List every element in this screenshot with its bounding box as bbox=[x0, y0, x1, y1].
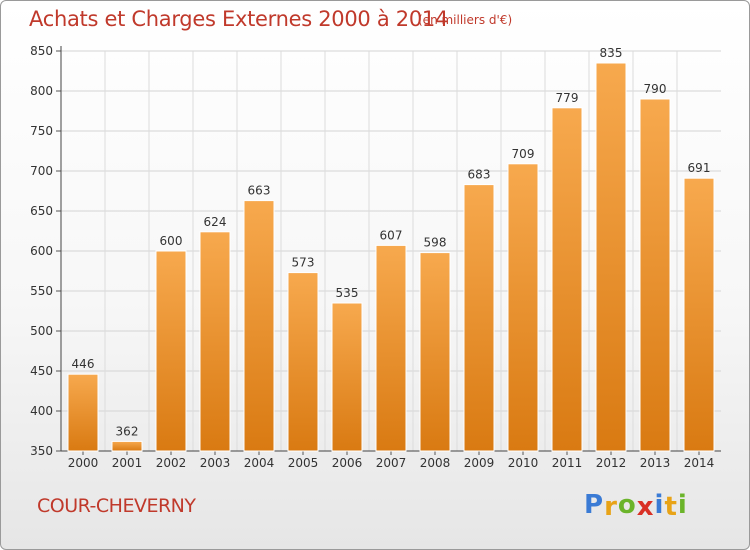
bar-value-label: 600 bbox=[160, 234, 183, 248]
bar bbox=[595, 62, 627, 452]
bar-value-label: 663 bbox=[248, 184, 271, 198]
bar bbox=[551, 107, 583, 452]
logo-letter: o bbox=[617, 490, 637, 520]
x-tick-label: 2009 bbox=[464, 456, 495, 470]
y-tick-label: 700 bbox=[30, 164, 53, 178]
y-tick-label: 550 bbox=[30, 284, 53, 298]
bar bbox=[243, 200, 275, 452]
bar-value-label: 709 bbox=[512, 147, 535, 161]
bar-value-label: 835 bbox=[600, 46, 623, 60]
chart-unit-label: (en milliers d'€) bbox=[418, 13, 513, 27]
logo-letter: P bbox=[584, 490, 605, 520]
bar bbox=[507, 163, 539, 452]
x-tick-label: 2002 bbox=[156, 456, 187, 470]
x-tick-label: 2006 bbox=[332, 456, 363, 470]
y-tick-label: 750 bbox=[30, 124, 53, 138]
bar bbox=[287, 272, 319, 452]
logo-letter: i bbox=[654, 490, 665, 520]
x-tick-label: 2000 bbox=[68, 456, 99, 470]
bar-value-label: 779 bbox=[556, 91, 579, 105]
y-tick-label: 450 bbox=[30, 364, 53, 378]
y-tick-label: 850 bbox=[30, 44, 53, 58]
bar-value-label: 624 bbox=[204, 215, 227, 229]
bar-value-label: 362 bbox=[116, 424, 139, 438]
x-tick-label: 2003 bbox=[200, 456, 231, 470]
y-tick-label: 600 bbox=[30, 244, 53, 258]
bar-value-label: 446 bbox=[72, 357, 95, 371]
bar bbox=[67, 373, 99, 452]
bar bbox=[375, 244, 407, 452]
bar-value-label: 598 bbox=[424, 236, 447, 250]
y-tick-label: 800 bbox=[30, 84, 53, 98]
bar bbox=[639, 98, 671, 452]
x-tick-label: 2008 bbox=[420, 456, 451, 470]
bar-value-label: 683 bbox=[468, 168, 491, 182]
place-name: COUR-CHEVERNY bbox=[37, 495, 196, 517]
y-tick-label: 350 bbox=[30, 444, 53, 458]
x-tick-label: 2012 bbox=[596, 456, 627, 470]
chart-title: Achats et Charges Externes 2000 à 2014 bbox=[29, 7, 449, 31]
bars bbox=[67, 62, 715, 452]
x-tick-label: 2007 bbox=[376, 456, 407, 470]
bar-value-label: 790 bbox=[644, 82, 667, 96]
bar bbox=[331, 302, 363, 452]
x-tick-label: 2005 bbox=[288, 456, 319, 470]
bar-value-label: 691 bbox=[688, 161, 711, 175]
x-tick-label: 2014 bbox=[684, 456, 715, 470]
logo-letter: x bbox=[636, 492, 655, 522]
proxiti-logo[interactable]: Proxiti bbox=[584, 490, 688, 522]
logo-letter: t bbox=[664, 492, 678, 522]
x-tick-label: 2010 bbox=[508, 456, 539, 470]
bar bbox=[419, 252, 451, 452]
labels: 350 400 450 500 550 600 650 700 750 800 850 446 2000… bbox=[30, 44, 714, 470]
bar-value-label: 573 bbox=[292, 256, 315, 270]
bar bbox=[155, 250, 187, 452]
bar-value-label: 607 bbox=[380, 228, 403, 242]
bar bbox=[463, 184, 495, 452]
y-tick-label: 650 bbox=[30, 204, 53, 218]
x-tick-label: 2011 bbox=[552, 456, 583, 470]
y-tick-label: 400 bbox=[30, 404, 53, 418]
y-tick-label: 500 bbox=[30, 324, 53, 338]
x-tick-label: 2004 bbox=[244, 456, 275, 470]
bar bbox=[111, 440, 143, 452]
logo-letter: r bbox=[604, 492, 618, 522]
x-tick-label: 2013 bbox=[640, 456, 671, 470]
x-tick-label: 2001 bbox=[112, 456, 143, 470]
bar-value-label: 535 bbox=[336, 286, 359, 300]
logo-letter: i bbox=[677, 490, 688, 520]
bar bbox=[199, 231, 231, 452]
bar bbox=[683, 177, 715, 452]
